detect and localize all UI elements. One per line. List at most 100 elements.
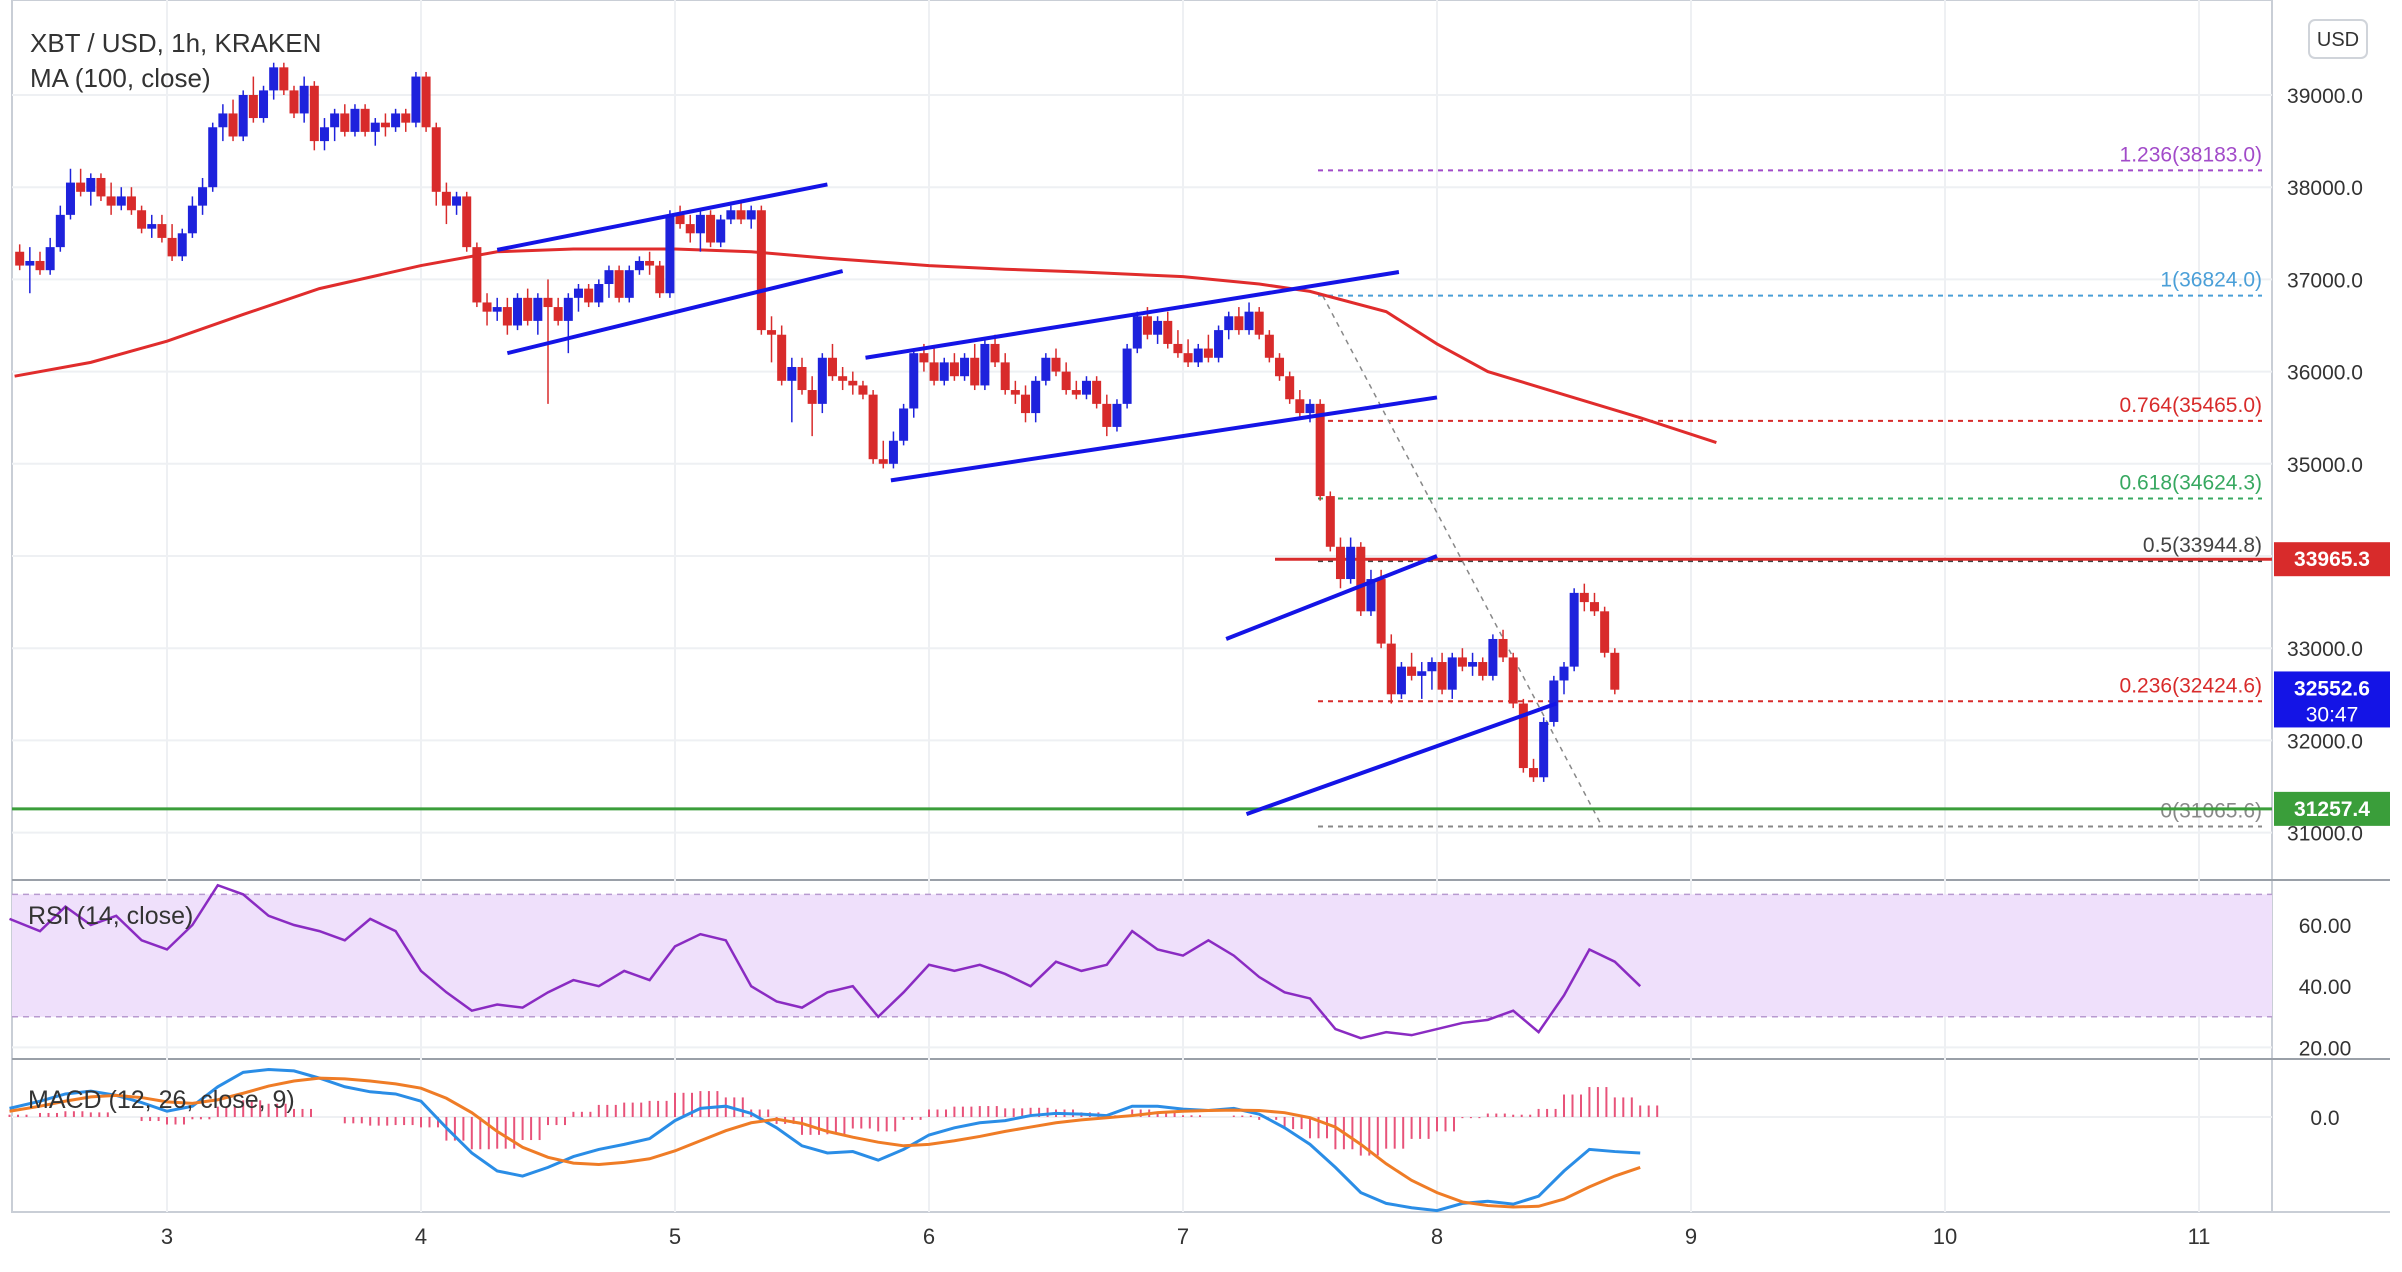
channel-trend-line[interactable] [1245,701,1558,817]
candle-body [1468,662,1478,667]
candle-body [726,210,736,220]
candle-body [340,113,350,132]
ma-100-line [14,247,1717,445]
price-tick-label: 39000.0 [2287,85,2363,108]
channel-trend-line[interactable] [1225,554,1438,641]
candle-body [685,224,695,234]
candle-body [126,196,136,211]
candle-body [1315,403,1325,497]
candle-body [116,196,126,206]
price-tick-label: 36000.0 [2287,362,2363,385]
candle-body [736,210,746,220]
candle-body [990,343,1000,363]
candle-body [55,214,65,248]
candle-body [228,113,238,137]
candle-body [198,187,208,206]
candle-body [279,67,289,91]
candle-body [1092,380,1102,404]
candle-body [269,67,279,91]
candle-body [1549,680,1559,722]
candle-body [1417,671,1427,676]
price-tag-box [2274,671,2390,728]
time-tick-label: 6 [923,1224,935,1249]
candle-body [1478,662,1488,676]
candle-body [1102,403,1112,427]
candle-body [177,233,187,257]
candle-body [96,177,106,197]
candle-body [1153,320,1163,335]
candle-body [1396,666,1406,695]
candle-body [411,76,421,123]
candle-body [76,182,86,192]
candle-body [462,196,472,248]
candle-body [1376,579,1386,644]
rsi-legend: RSI (14, close) [28,902,193,930]
rsi-band [12,893,2272,1018]
time-tick-label: 9 [1685,1224,1697,1249]
candlesticks [15,62,1620,782]
candle-body [614,270,624,298]
candle-body [1366,579,1376,612]
fibonacci-retracement[interactable]: 1.236(38183.0) 1(36824.0) 0.764(35465.0) 0.… [1318,143,2262,828]
candle-body [482,302,492,312]
candle-body [919,353,929,363]
fib-level-label: 1.236(38183.0) [2120,143,2262,166]
channel-trend-line[interactable] [496,182,828,252]
candle-body [1427,662,1437,672]
candle-body [878,459,888,464]
candle-body [1081,380,1091,395]
candle-body [817,357,827,404]
candle-body [746,210,756,220]
candle-body [65,182,75,215]
price-tag-text: 33965.3 [2294,548,2370,571]
candle-body [594,284,604,303]
candle-body [1264,334,1274,358]
candle-body [939,362,949,381]
candle-body [289,90,299,114]
time-tick-label: 7 [1177,1224,1189,1249]
macd-legend: MACD (12, 26, close, 9) [28,1086,295,1114]
currency-button[interactable] [2308,19,2368,59]
candle-body [909,353,919,409]
candle-body [1234,316,1244,331]
channel-trend-line[interactable] [506,269,844,356]
price-tick-label: 33000.0 [2287,638,2363,661]
candle-body [533,297,543,321]
candle-body [949,362,959,377]
candle-body [187,205,197,234]
trend-channels[interactable] [496,182,1558,817]
candle-body [350,108,360,132]
candle-body [1305,403,1315,414]
horizontal-levels[interactable] [12,557,2272,811]
candle-body [675,214,685,225]
ma-legend: MA (100, close) [30,63,211,93]
candle-body [1193,348,1203,363]
candle-body [380,122,390,128]
candle-body [370,122,380,132]
candle-body [716,219,726,243]
candle-body [767,330,777,335]
candle-body [391,113,401,128]
time-axis[interactable]: 3 4 5 6 7 8 9 10 11 [161,1224,2211,1249]
candle-body [218,113,228,128]
candle-body [513,297,523,326]
candle-body [1346,546,1356,580]
price-tick-label: 31000.0 [2287,823,2363,846]
channel-trend-line[interactable] [890,395,1438,483]
candle-body [1518,703,1528,769]
candle-body [756,210,766,331]
time-tick-label: 11 [2188,1224,2211,1249]
candle-body [1041,357,1051,381]
candle-body [827,357,837,377]
candle-body [584,288,594,303]
candle-body [1508,657,1518,704]
macd-signal-line [9,1076,1641,1209]
candle-body [563,297,573,321]
price-tick-label: 32000.0 [2287,730,2363,753]
fib-level-label: 1(36824.0) [2160,269,2262,292]
candle-body [1132,316,1142,349]
channel-trend-line[interactable] [865,270,1400,360]
candle-body [929,362,939,381]
time-tick-label: 5 [669,1224,681,1249]
